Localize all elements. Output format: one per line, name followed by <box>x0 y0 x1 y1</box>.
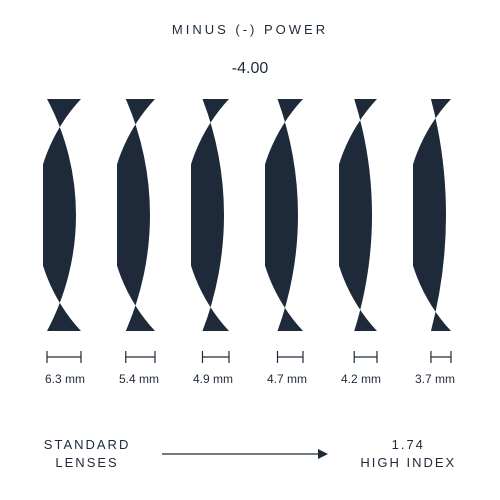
power-value: -4.00 <box>0 60 500 78</box>
arrow-icon <box>160 447 330 461</box>
thickness-label: 4.9 mm <box>193 372 233 386</box>
title: MINUS (-) POWER <box>0 22 500 37</box>
thickness-bracket-icon <box>43 350 87 364</box>
thickness-bracket-icon <box>339 350 383 364</box>
lens-shape <box>43 95 87 355</box>
thickness-cell: 5.4 mm <box>117 350 161 386</box>
footer: STANDARD LENSES 1.74 HIGH INDEX <box>0 436 500 472</box>
thickness-label: 4.7 mm <box>267 372 307 386</box>
lens-shape <box>191 95 235 355</box>
thickness-cell: 3.7 mm <box>413 350 457 386</box>
footer-right-label: 1.74 HIGH INDEX <box>360 436 456 472</box>
thickness-cell: 4.9 mm <box>191 350 235 386</box>
thickness-bracket-icon <box>117 350 161 364</box>
thickness-cell: 4.2 mm <box>339 350 383 386</box>
thickness-cell: 4.7 mm <box>265 350 309 386</box>
bracket-row: 6.3 mm 5.4 mm 4.9 mm 4.7 mm 4.2 mm 3.7 mm <box>0 350 500 386</box>
lens-shape <box>339 95 383 355</box>
lens-shape <box>117 95 161 355</box>
thickness-bracket-icon <box>413 350 457 364</box>
thickness-cell: 6.3 mm <box>43 350 87 386</box>
thickness-label: 3.7 mm <box>415 372 455 386</box>
lens-row <box>0 95 500 355</box>
thickness-label: 4.2 mm <box>341 372 381 386</box>
lens-shape <box>265 95 309 355</box>
thickness-label: 5.4 mm <box>119 372 159 386</box>
thickness-bracket-icon <box>265 350 309 364</box>
lens-shape <box>413 95 457 355</box>
thickness-label: 6.3 mm <box>45 372 85 386</box>
thickness-bracket-icon <box>191 350 235 364</box>
footer-left-label: STANDARD LENSES <box>44 436 131 472</box>
